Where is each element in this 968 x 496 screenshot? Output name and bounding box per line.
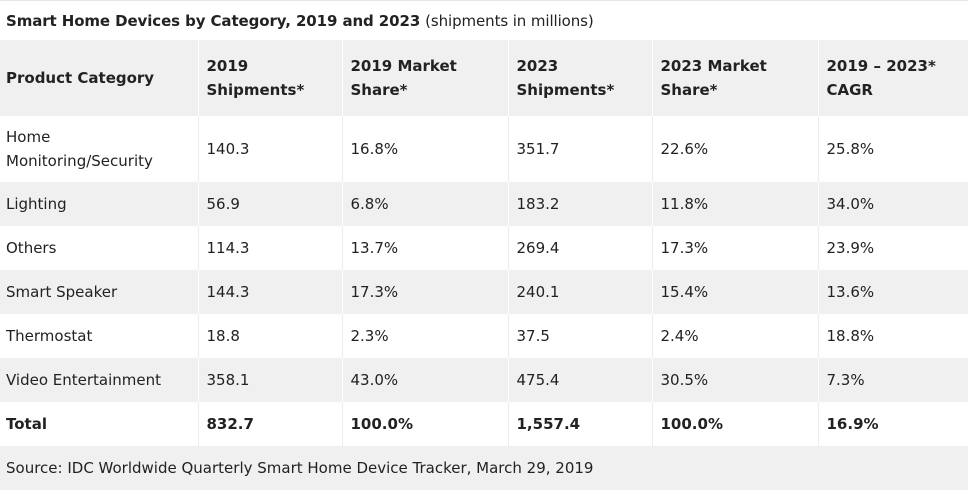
cell-cagr: 13.6% [817,270,968,314]
cell-cagr: 25.8% [817,116,968,182]
cell-2019-share: 43.0% [341,358,508,402]
cell-2019-share: 16.8% [341,116,508,182]
cell-2019-shipments: 18.8 [197,314,342,358]
cell-category: Others [6,239,57,257]
header-2023-market-share: 2023 Market Share* [651,40,818,116]
table-row: Thermostat 18.8 2.3% 37.5 2.4% 18.8% [0,314,968,358]
cell-category: Thermostat [6,327,93,345]
cell-total-label: Total [6,415,47,433]
cell-2023-share: 30.5% [651,358,818,402]
cell-category: Home Monitoring/Security [6,128,153,170]
cell-2023-share: 15.4% [651,270,818,314]
cell-2019-shipments: 140.3 [197,116,342,182]
header-2019-market-share: 2019 Market Share* [341,40,508,116]
cell-total-2023-share: 100.0% [651,402,818,446]
cell-2019-share: 17.3% [341,270,508,314]
table-row: Lighting 56.9 6.8% 183.2 11.8% 34.0% [0,182,968,226]
cell-2023-share: 2.4% [651,314,818,358]
cell-2019-share: 2.3% [341,314,508,358]
cell-2023-shipments: 475.4 [507,358,652,402]
cell-2023-share: 17.3% [651,226,818,270]
cell-2023-shipments: 240.1 [507,270,652,314]
table-row: Smart Speaker 144.3 17.3% 240.1 15.4% 13… [0,270,968,314]
cell-category: Smart Speaker [6,283,118,301]
cell-2023-share: 11.8% [651,182,818,226]
cell-cagr: 7.3% [817,358,968,402]
header-2019-shipments: 2019 Shipments* [197,40,342,116]
cell-total-cagr: 16.9% [817,402,968,446]
cell-2019-share: 6.8% [341,182,508,226]
cell-2023-shipments: 37.5 [507,314,652,358]
total-row: Total 832.7 100.0% 1,557.4 100.0% 16.9% [0,402,968,446]
cell-2019-share: 13.7% [341,226,508,270]
cell-2023-shipments: 183.2 [507,182,652,226]
data-table: Product Category 2019 Shipments* 2019 Ma… [0,40,968,490]
cell-2019-shipments: 358.1 [197,358,342,402]
cell-2023-shipments: 269.4 [507,226,652,270]
cell-category: Lighting [6,195,67,213]
cell-2019-shipments: 114.3 [197,226,342,270]
header-row: Product Category 2019 Shipments* 2019 Ma… [0,40,968,116]
table-row: Video Entertainment 358.1 43.0% 475.4 30… [0,358,968,402]
cell-category: Video Entertainment [6,371,162,389]
header-cagr: 2019 – 2023* CAGR [817,40,968,116]
cell-cagr: 23.9% [817,226,968,270]
header-2023-shipments: 2023 Shipments* [507,40,652,116]
cell-total-2019-share: 100.0% [341,402,508,446]
cell-total-2023-shipments: 1,557.4 [507,402,652,446]
cell-2023-shipments: 351.7 [507,116,652,182]
table-title: Smart Home Devices by Category, 2019 and… [6,11,421,30]
table-row: Others 114.3 13.7% 269.4 17.3% 23.9% [0,226,968,270]
cell-cagr: 18.8% [817,314,968,358]
table-row: Home Monitoring/Security 140.3 16.8% 351… [0,116,968,182]
cell-2019-shipments: 144.3 [197,270,342,314]
cell-2019-shipments: 56.9 [197,182,342,226]
table-subtitle: (shipments in millions) [425,11,594,30]
source-note: Source: IDC Worldwide Quarterly Smart Ho… [6,459,594,477]
cell-total-2019-shipments: 832.7 [197,402,342,446]
header-product-category: Product Category [6,69,155,87]
table-title-row: Smart Home Devices by Category, 2019 and… [0,0,968,40]
cell-cagr: 34.0% [817,182,968,226]
source-row: Source: IDC Worldwide Quarterly Smart Ho… [0,446,968,490]
cell-2023-share: 22.6% [651,116,818,182]
